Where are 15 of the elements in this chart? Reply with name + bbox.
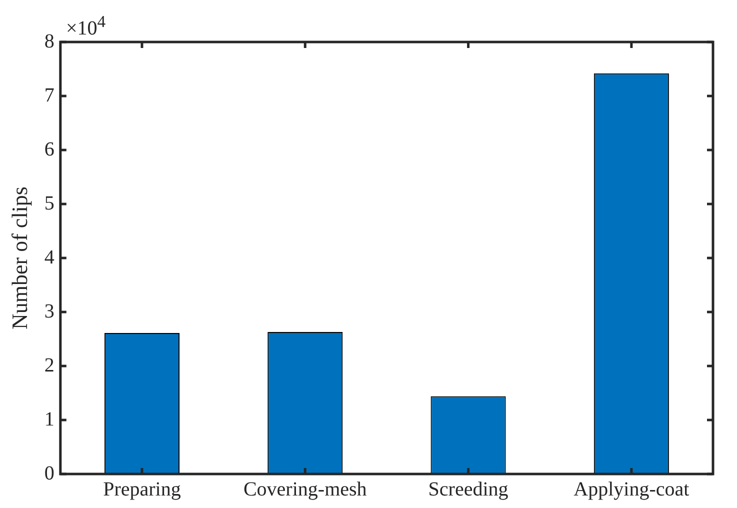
y-tick-label: 5 [44, 192, 54, 214]
y-tick-label: 7 [44, 84, 54, 106]
y-tick-label: 0 [44, 462, 54, 484]
y-tick-label: 1 [44, 408, 54, 430]
y-tick-label: 4 [44, 246, 54, 268]
y-tick-label: 2 [44, 354, 54, 376]
y-tick-label: 8 [44, 30, 54, 52]
x-tick-label: Covering-mesh [243, 478, 367, 500]
y-tick-label: 3 [44, 300, 54, 322]
text: ×10$^{4}$ [66, 11, 106, 41]
y-tick-label: 6 [44, 138, 54, 160]
x-tick-label: Screeding [428, 478, 508, 500]
y-axis-title: Number of clips [6, 186, 32, 330]
x-tick-label: Applying-coat [574, 478, 690, 500]
x-tick-label: Preparing [103, 478, 181, 500]
